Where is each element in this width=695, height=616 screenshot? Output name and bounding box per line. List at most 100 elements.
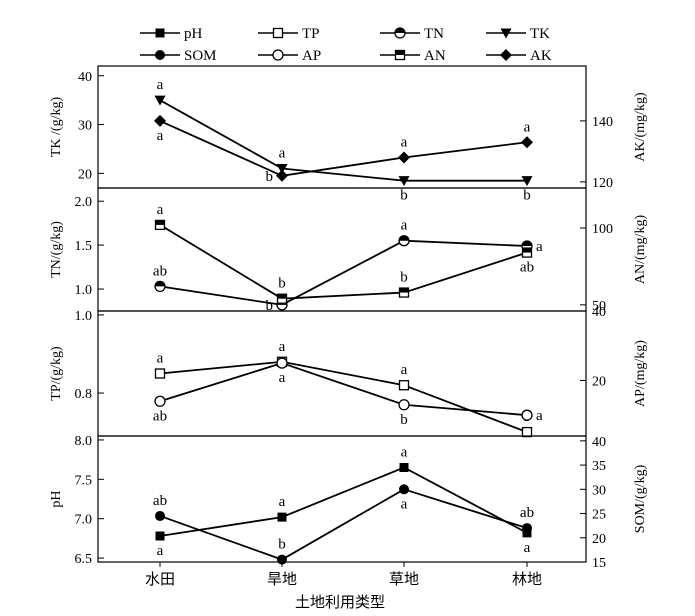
significance-letter: b <box>400 188 408 204</box>
legend-marker <box>272 49 284 61</box>
significance-letter: b <box>266 298 274 314</box>
series-line <box>159 120 528 177</box>
significance-letter: a <box>157 351 164 367</box>
right-tick-label: 120 <box>592 176 613 191</box>
left-axis-title: TP/(g/kg) <box>49 346 64 401</box>
data-point <box>398 176 410 187</box>
left-tick-label: 1.0 <box>75 283 93 298</box>
data-point <box>521 426 533 438</box>
legend-marker <box>155 50 165 60</box>
series-line <box>159 488 528 561</box>
legend-marker <box>155 28 165 38</box>
data-point <box>398 287 410 298</box>
legend-item: pH <box>140 26 203 42</box>
left-tick-label: 30 <box>78 119 92 134</box>
legend-item: AK <box>486 48 552 64</box>
significance-letter: a <box>279 339 286 355</box>
right-tick-label: 35 <box>592 459 606 474</box>
x-tick-label: 旱地 <box>267 571 297 588</box>
data-point <box>277 512 287 522</box>
legend-marker <box>394 27 406 39</box>
series-line <box>159 239 528 306</box>
series-TN: ab b a a <box>153 218 543 314</box>
panel-frame <box>97 65 587 189</box>
significance-letter: a <box>536 239 543 255</box>
data-point <box>154 368 166 379</box>
significance-letter: b <box>400 412 408 428</box>
significance-letter: a <box>401 445 408 461</box>
legend-label: AN <box>424 48 446 64</box>
left-tick-label: 20 <box>78 167 92 182</box>
series-SOM: ab b a ab <box>153 484 534 565</box>
panel-frame <box>97 187 587 312</box>
series-line <box>159 466 528 537</box>
right-tick-label: 30 <box>592 483 606 498</box>
significance-letter: a <box>524 540 531 556</box>
data-point <box>155 510 165 521</box>
left-tick-label: 40 <box>78 70 92 85</box>
legend-item: TN <box>380 26 444 42</box>
left-tick-label: 6.5 <box>75 552 93 567</box>
legend-marker <box>500 28 512 39</box>
significance-letter: ab <box>520 260 534 276</box>
legend-item: AN <box>380 48 446 64</box>
data-point <box>155 531 165 541</box>
data-point <box>154 114 166 127</box>
data-point <box>154 280 166 293</box>
panel-frame <box>97 435 587 563</box>
left-tick-label: 7.0 <box>75 513 93 528</box>
data-point <box>276 357 288 369</box>
left-tick-label: 2.0 <box>75 195 93 210</box>
data-point <box>277 554 287 565</box>
data-point <box>522 523 532 534</box>
legend-label: TN <box>424 26 444 42</box>
significance-letter: ab <box>153 408 167 424</box>
x-axis: 水田 旱地 草地 林地 <box>145 562 542 588</box>
data-point <box>154 395 166 407</box>
left-tick-label: 8.0 <box>75 434 93 449</box>
legend-marker <box>394 49 406 61</box>
significance-letter: b <box>266 169 274 185</box>
data-point <box>399 484 409 495</box>
significance-letter: ab <box>153 263 167 279</box>
significance-letter: a <box>157 128 164 144</box>
significance-letter: b <box>278 537 286 553</box>
series-pH: a a a a <box>155 445 532 559</box>
left-tick-label: 1.0 <box>75 309 93 324</box>
right-tick-label: 50 <box>592 299 606 314</box>
series-line <box>159 99 527 182</box>
left-tick-label: 7.5 <box>75 473 93 488</box>
legend-item: TP <box>258 26 320 42</box>
data-point <box>276 163 288 174</box>
series-line <box>159 224 528 300</box>
data-point <box>154 95 166 106</box>
significance-letter: ab <box>153 493 167 509</box>
right-tick-label: 15 <box>592 556 606 571</box>
legend-label: TK <box>530 26 550 42</box>
significance-letter: b <box>278 276 286 292</box>
right-tick-label: 140 <box>592 115 613 130</box>
legend-label: AP <box>302 48 321 64</box>
data-point <box>398 380 410 391</box>
legend-item: TK <box>486 26 550 42</box>
right-axis-title: AK/(mg/kg) <box>633 92 648 162</box>
right-tick-label: 20 <box>592 532 606 547</box>
significance-letter: a <box>524 119 531 135</box>
x-axis-label: 土地利用类型 <box>295 594 385 611</box>
legend-label: TP <box>302 26 320 42</box>
significance-letter: a <box>536 408 543 424</box>
left-axis-title: TK /(g/kg) <box>49 97 64 158</box>
data-point <box>398 235 410 247</box>
data-point <box>276 169 288 182</box>
right-tick-label: 100 <box>592 222 613 237</box>
right-tick-label: 40 <box>592 435 606 450</box>
significance-letter: a <box>401 218 408 234</box>
x-tick-label: 草地 <box>389 571 419 588</box>
left-tick-label: 0.8 <box>75 387 93 402</box>
significance-letter: a <box>401 135 408 151</box>
